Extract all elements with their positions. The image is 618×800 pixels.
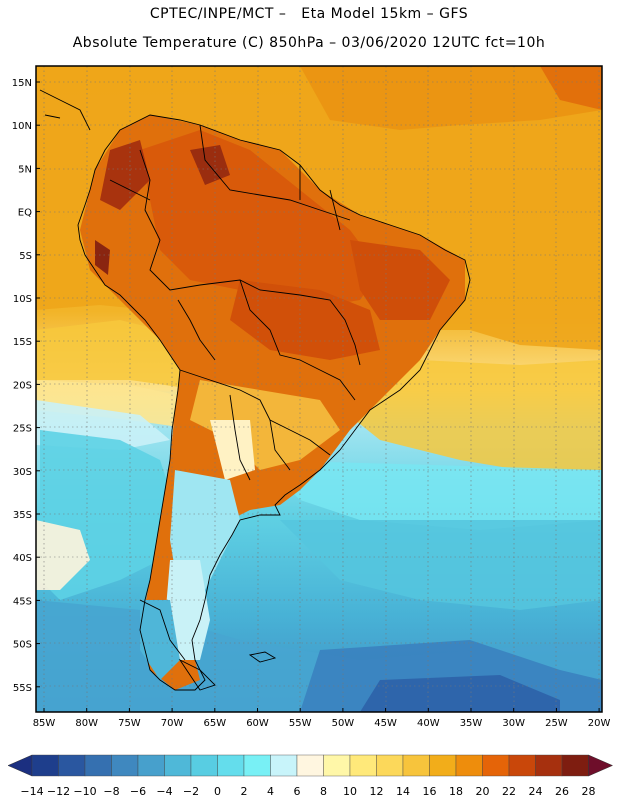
colorbar-label: 0 bbox=[214, 785, 221, 798]
lat-label: 30S bbox=[13, 467, 32, 478]
colorbar-label: 16 bbox=[423, 785, 437, 798]
colorbar-label: 12 bbox=[370, 785, 384, 798]
colorbar-label: −4 bbox=[156, 785, 172, 798]
colorbar-label: 28 bbox=[582, 785, 596, 798]
colorbar-label: 26 bbox=[555, 785, 569, 798]
colorbar-under-arrow bbox=[7, 754, 33, 777]
colorbar-swatch bbox=[561, 754, 589, 777]
colorbar-label: −6 bbox=[130, 785, 146, 798]
colorbar-swatch bbox=[323, 754, 351, 777]
colorbar-swatch bbox=[243, 754, 271, 777]
colorbar-swatch bbox=[58, 754, 86, 777]
colorbar-label: 10 bbox=[343, 785, 357, 798]
lat-label: 15S bbox=[13, 337, 32, 348]
lat-label: 35S bbox=[13, 510, 32, 521]
colorbar-label: −12 bbox=[47, 785, 70, 798]
colorbar-swatch bbox=[270, 754, 298, 777]
colorbar-label: 14 bbox=[396, 785, 410, 798]
colorbar-label: 8 bbox=[320, 785, 327, 798]
colorbar-swatch bbox=[482, 754, 510, 777]
colorbar-swatch bbox=[429, 754, 457, 777]
lat-label: 40S bbox=[13, 553, 32, 564]
colorbar-swatch bbox=[217, 754, 245, 777]
lon-label: 80W bbox=[75, 718, 98, 729]
colorbar-swatch bbox=[137, 754, 165, 777]
lon-label: 60W bbox=[246, 718, 269, 729]
lon-label: 85W bbox=[33, 718, 56, 729]
lon-label: 45W bbox=[374, 718, 397, 729]
lon-label: 65W bbox=[203, 718, 226, 729]
lat-label: EQ bbox=[18, 208, 32, 219]
lon-label: 50W bbox=[332, 718, 355, 729]
lat-label: 5S bbox=[19, 251, 32, 262]
lat-label: 45S bbox=[13, 596, 32, 607]
colorbar-label: 4 bbox=[267, 785, 274, 798]
colorbar-label: −8 bbox=[103, 785, 119, 798]
chart-title-line-1: CPTEC/INPE/MCT – Eta Model 15km – GFS bbox=[149, 6, 469, 22]
colorbar-swatch bbox=[296, 754, 324, 777]
lat-label: 55S bbox=[13, 683, 32, 694]
lon-label: 35W bbox=[460, 718, 483, 729]
colorbar-label: −14 bbox=[20, 785, 43, 798]
colorbar-label: 18 bbox=[449, 785, 463, 798]
colorbar-swatch bbox=[164, 754, 192, 777]
map-frame bbox=[35, 65, 603, 713]
colorbar-swatch bbox=[190, 754, 218, 777]
colorbar-label: 24 bbox=[529, 785, 543, 798]
longitude-labels: 85W 80W 75W 70W 65W 60W 55W 50W 45W 40W 35W 30W 25W 2… bbox=[33, 708, 611, 729]
lat-label: 10S bbox=[13, 294, 32, 305]
colorbar-label: 2 bbox=[241, 785, 248, 798]
lon-label: 75W bbox=[118, 718, 141, 729]
colorbar: −14 −12 −10 −8 −6 −4 −2 0 2 4 6 8 10 12 14 16 18 20 22 24 26… bbox=[7, 754, 614, 798]
lat-label: 50S bbox=[13, 640, 32, 651]
colorbar-swatch bbox=[111, 754, 139, 777]
lon-label: 70W bbox=[161, 718, 184, 729]
colorbar-swatch bbox=[455, 754, 483, 777]
lon-label: 30W bbox=[502, 718, 525, 729]
colorbar-swatch bbox=[84, 754, 112, 777]
latitude-labels: 15N 10N 5N EQ 5S 10S 15S 20S 25S 30S 35S 40S 45S 50S 5… bbox=[12, 78, 40, 694]
colorbar-over-arrow bbox=[588, 754, 614, 777]
lon-label: 55W bbox=[289, 718, 312, 729]
lat-label: 20S bbox=[13, 380, 32, 391]
colorbar-label: 20 bbox=[476, 785, 490, 798]
lon-label: 20W bbox=[588, 718, 611, 729]
colorbar-label: 22 bbox=[502, 785, 516, 798]
lat-label: 10N bbox=[12, 121, 32, 132]
lat-label: 15N bbox=[12, 78, 32, 89]
colorbar-swatch bbox=[535, 754, 563, 777]
map-field bbox=[36, 66, 602, 712]
colorbar-swatch bbox=[508, 754, 536, 777]
lat-label: 25S bbox=[13, 424, 32, 435]
coastlines-borders bbox=[39, 89, 471, 691]
colorbar-swatch bbox=[402, 754, 430, 777]
lon-label: 40W bbox=[417, 718, 440, 729]
colorbar-label: −2 bbox=[183, 785, 199, 798]
lat-label: 5N bbox=[18, 164, 32, 175]
colorbar-label: −10 bbox=[73, 785, 96, 798]
colorbar-swatch bbox=[376, 754, 404, 777]
colorbar-swatch bbox=[31, 754, 59, 777]
colorbar-swatch bbox=[349, 754, 377, 777]
chart-title-line-2: Absolute Temperature (C) 850hPa – 03/06/… bbox=[72, 35, 546, 51]
lon-label: 25W bbox=[545, 718, 568, 729]
colorbar-label: 6 bbox=[294, 785, 301, 798]
